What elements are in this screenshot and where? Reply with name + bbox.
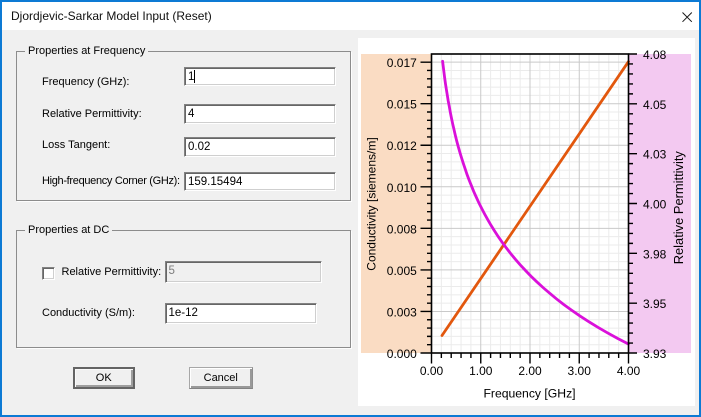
svg-text:4.00: 4.00: [617, 364, 641, 378]
svg-text:0.012: 0.012: [387, 139, 417, 153]
svg-text:4.03: 4.03: [643, 148, 667, 162]
svg-text:0.000: 0.000: [387, 347, 417, 361]
svg-text:0.008: 0.008: [387, 222, 417, 236]
svg-text:Frequency [GHz]: Frequency [GHz]: [483, 387, 575, 401]
svg-text:3.93: 3.93: [643, 347, 667, 361]
svg-text:4.08: 4.08: [643, 48, 667, 62]
svg-text:3.98: 3.98: [643, 247, 667, 261]
svg-text:Relative Permittivity: Relative Permittivity: [671, 151, 686, 265]
svg-text:0.010: 0.010: [387, 181, 417, 195]
svg-text:0.015: 0.015: [387, 98, 417, 112]
svg-text:Conductivity [siemens/m]: Conductivity [siemens/m]: [365, 137, 379, 270]
svg-text:0.00: 0.00: [420, 364, 444, 378]
svg-text:2.00: 2.00: [518, 364, 542, 378]
svg-text:1.00: 1.00: [469, 364, 493, 378]
svg-text:0.017: 0.017: [387, 56, 417, 70]
svg-text:3.00: 3.00: [568, 364, 592, 378]
svg-text:4.00: 4.00: [643, 198, 667, 212]
svg-text:3.95: 3.95: [643, 297, 667, 311]
svg-text:4.05: 4.05: [643, 98, 667, 112]
svg-text:0.005: 0.005: [387, 264, 417, 278]
svg-text:0.003: 0.003: [387, 305, 417, 319]
